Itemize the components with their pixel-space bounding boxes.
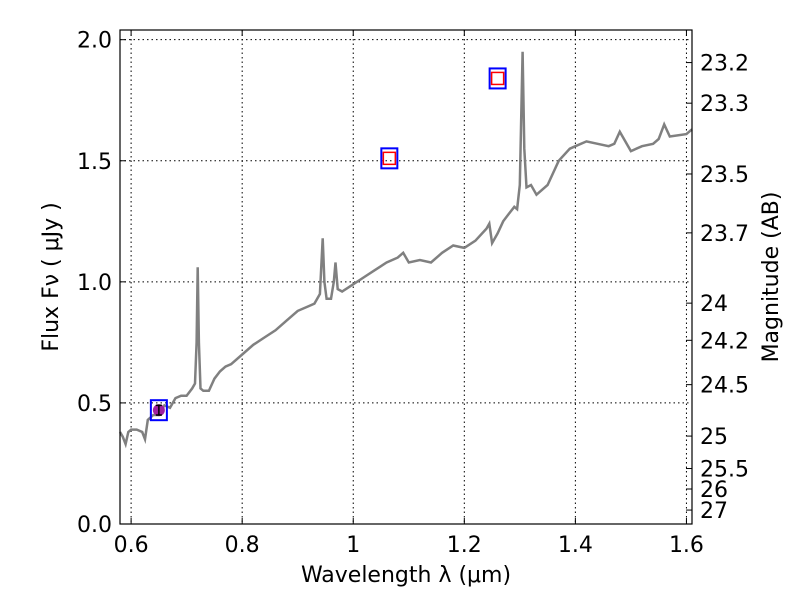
photometry-box-inner	[382, 151, 397, 166]
x-tick-label: 1.6	[669, 533, 704, 558]
y2-axis-label: Magnitude (AB)	[759, 192, 784, 363]
magnitude-tick-label: 25.5	[700, 458, 749, 483]
magnitude-tick-label: 24	[700, 292, 728, 317]
magnitude-tick-label: 23.2	[700, 52, 749, 77]
magnitude-tick-label: 23.3	[700, 92, 749, 117]
x-tick-label: 1.2	[447, 533, 482, 558]
photometry-points	[149, 67, 507, 422]
magnitude-tick-label: 26	[700, 478, 728, 503]
y-ticks: 0.0 0.5 1.0 1.5 2.0	[77, 29, 126, 538]
magnitude-tick-label: 23.7	[700, 222, 749, 247]
y-tick-label: 0.5	[77, 392, 112, 417]
photometry-box-outer	[380, 147, 399, 170]
y-tick-label: 2.0	[77, 29, 112, 54]
x-tick-label: 0.6	[114, 533, 149, 558]
y-axis-label: Flux Fν ( μJy )	[39, 202, 64, 351]
plot-area	[120, 30, 692, 524]
magnitude-tick-label: 24.2	[700, 329, 749, 354]
magnitude-tick-label: 27	[700, 499, 728, 524]
plot-frame	[119, 29, 693, 525]
x-ticks: 0.6 0.8 1 1.2 1.4 1.6	[114, 30, 704, 558]
photometry-box-outer	[149, 399, 168, 422]
x-tick-label: 1.4	[558, 533, 593, 558]
x-axis-label: Wavelength λ (μm)	[301, 563, 511, 588]
spectrum-line	[118, 51, 693, 449]
magnitude-tick-label: 23.5	[700, 163, 749, 188]
x-tick-label: 0.8	[225, 533, 260, 558]
y-tick-label: 0.0	[77, 513, 112, 538]
x-tick-label: 1	[346, 533, 360, 558]
photometry-box-inner	[490, 71, 505, 86]
photometry-box-outer	[488, 67, 507, 90]
magnitude-tick-label: 24.5	[700, 374, 749, 399]
y-tick-label: 1.0	[77, 271, 112, 296]
magnitude-tick-label: 25	[700, 425, 728, 450]
y-tick-label: 1.5	[77, 150, 112, 175]
